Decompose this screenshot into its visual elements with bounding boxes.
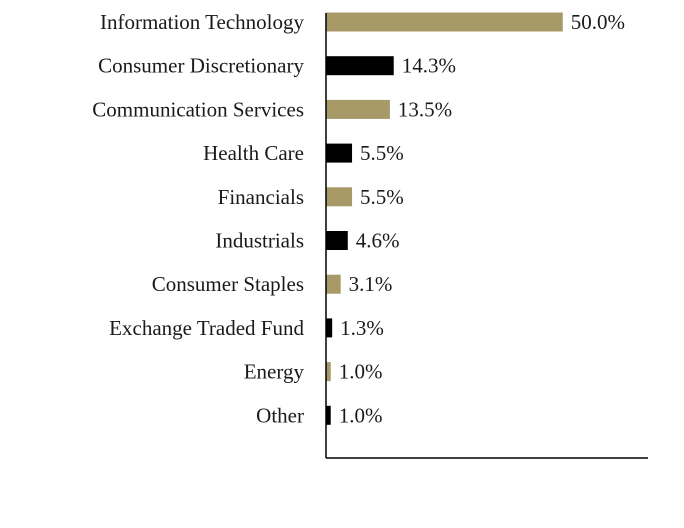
bar-8 [326,362,331,382]
category-label: Consumer Discretionary [98,54,304,78]
category-label: Energy [244,360,305,384]
value-label: 50.0% [571,10,625,34]
value-label: 1.0% [339,360,383,384]
value-label: 3.1% [349,272,393,296]
category-label: Financials [218,185,304,209]
bar-1 [326,56,394,76]
category-label: Health Care [203,141,304,165]
category-label: Communication Services [92,97,304,121]
value-label: 4.6% [356,229,400,253]
bar-2 [326,99,390,119]
value-label: 13.5% [398,97,452,121]
value-label: 1.0% [339,403,383,427]
value-labels-group: 50.0% 14.3% 13.5% 5.5% 5.5% 4.6% 3.1% 1.3% 1.0% 1… [339,10,625,427]
category-label: Information Technology [100,10,305,34]
value-label: 14.3% [402,54,456,78]
bar-9 [326,405,331,425]
value-label: 5.5% [360,141,404,165]
category-label: Industrials [215,229,304,253]
bar-3 [326,143,353,163]
value-label: 1.3% [340,316,384,340]
bar-0 [326,12,563,32]
bar-6 [326,274,341,294]
category-label: Consumer Staples [152,272,304,296]
category-labels-group: Information Technology Consumer Discretio… [92,10,304,427]
category-label: Other [256,403,304,427]
bar-4 [326,187,353,207]
category-label: Exchange Traded Fund [109,316,304,340]
bars-group [326,12,563,425]
bar-7 [326,318,333,338]
bar-5 [326,231,348,250]
value-label: 5.5% [360,185,404,209]
